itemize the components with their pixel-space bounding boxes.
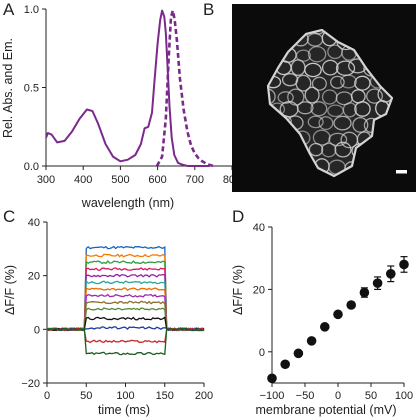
cell-membrane — [277, 91, 294, 104]
step-trace — [46, 293, 205, 332]
cell-membrane — [354, 75, 371, 91]
chart-a-axes — [45, 9, 232, 167]
cell-membrane — [308, 142, 324, 157]
data-point — [346, 300, 357, 310]
cell-membrane — [318, 116, 334, 131]
panel-letter-a: A — [3, 0, 15, 19]
panel-letter-c: C — [3, 207, 15, 226]
chart-a-ytick-label: 1.0 — [24, 4, 39, 16]
chart-a-ylabel: Rel. Abs. and Em. — [1, 38, 15, 138]
chart-d-xtick-label: 0 — [335, 390, 341, 402]
cell-membrane — [320, 142, 337, 158]
chart-c-xtick-label: 200 — [195, 390, 213, 402]
chart-c-ytick-label: 0 — [34, 324, 40, 336]
chart-c-ylabel: ΔF/F (%) — [3, 265, 17, 315]
chart-a-xtick-label: 300 — [37, 174, 55, 186]
chart-c-ytick-label: 40 — [28, 217, 40, 229]
chart-d-ytick-label: 40 — [253, 222, 265, 234]
scale-bar — [396, 170, 407, 174]
panel-letter-d: D — [232, 207, 244, 226]
chart-voltage-sensitivity: −100 −50 0 50 100 0 20 40 — [253, 222, 413, 402]
cell-membrane — [304, 86, 320, 104]
cell-membrane — [330, 75, 345, 89]
chart-a-ytick-label: 0.5 — [24, 83, 39, 95]
chart-c-xtick-label: 0 — [44, 390, 50, 402]
chart-d-ylabel: ΔF/F (%) — [231, 265, 245, 315]
emission-line — [155, 9, 214, 168]
cell-membrane — [321, 59, 339, 76]
data-point — [399, 259, 409, 270]
chart-a-xlabel: wavelength (nm) — [81, 196, 174, 210]
cell-membrane — [307, 115, 324, 129]
chart-c-xtick-label: 50 — [80, 390, 92, 402]
chart-a-xtick-label: 600 — [148, 174, 166, 186]
chart-d-xtick-label: −100 — [260, 390, 285, 402]
data-point — [293, 348, 304, 359]
cell-membrane — [328, 132, 348, 147]
step-trace — [46, 267, 205, 332]
membrane-fluorescence-image — [232, 4, 416, 192]
chart-c-ytick-label: 20 — [28, 271, 40, 283]
cell-membrane — [268, 88, 276, 106]
cell-membrane — [352, 116, 369, 133]
data-point — [333, 309, 343, 320]
cell-membrane — [304, 62, 322, 78]
cell-membrane — [307, 45, 327, 63]
cell-membrane — [333, 115, 352, 131]
data-point — [306, 336, 317, 346]
data-point — [359, 287, 370, 298]
cell-membrane — [366, 88, 383, 104]
chart-c-xtick-label: 100 — [116, 390, 134, 402]
chart-d-xtick-label: 50 — [365, 390, 377, 402]
cell-membrane — [342, 102, 358, 118]
chart-d-axes — [271, 227, 404, 384]
chart-d-ytick-label: 0 — [259, 347, 265, 359]
chart-d-xtick-label: −50 — [296, 390, 315, 402]
chart-voltage-step-traces: 0 50 100 150 200 −20 0 20 40 — [21, 217, 213, 402]
cell-membrane — [340, 74, 357, 89]
cell-membrane — [310, 101, 328, 117]
chart-d-ytick-label: 20 — [253, 284, 265, 296]
chart-c-xtick-label: 150 — [156, 390, 174, 402]
cell-membrane — [354, 101, 371, 117]
cell-membrane — [295, 49, 311, 62]
cell-membrane — [311, 76, 327, 91]
chart-absorption-emission: 3004005006007008000.00.51.0 — [24, 4, 241, 186]
cell-membrane — [334, 141, 352, 158]
cell-membrane — [295, 74, 312, 92]
data-point — [280, 359, 291, 370]
chart-d-xlabel: membrane potential (mV) — [255, 403, 396, 417]
panel-letter-b: B — [203, 0, 214, 19]
cell-membrane — [281, 73, 299, 87]
data-point — [386, 269, 396, 279]
chart-a-xtick-label: 400 — [74, 174, 92, 186]
step-trace — [46, 327, 205, 344]
cell-membrane — [296, 101, 314, 115]
chart-c-xlabel: time (ms) — [98, 403, 150, 417]
chart-a-xtick-label: 700 — [186, 174, 204, 186]
step-trace — [46, 300, 205, 332]
absorption-line — [45, 9, 210, 167]
chart-c-ytick-label: −20 — [21, 378, 40, 390]
data-point — [372, 278, 383, 288]
chart-a-ytick-label: 0.0 — [24, 161, 39, 173]
data-point — [267, 373, 277, 384]
chart-d-xtick-label: 100 — [395, 390, 413, 402]
step-trace — [46, 327, 204, 356]
chart-a-xtick-label: 500 — [111, 174, 129, 186]
data-point — [320, 322, 330, 332]
